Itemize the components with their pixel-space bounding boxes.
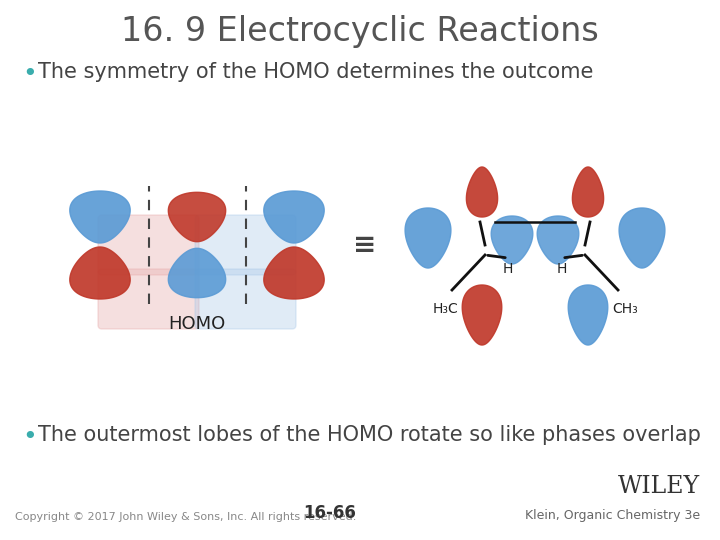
Text: The symmetry of the HOMO determines the outcome: The symmetry of the HOMO determines the … xyxy=(38,62,593,82)
Text: 16. 9 Electrocyclic Reactions: 16. 9 Electrocyclic Reactions xyxy=(121,15,599,48)
Polygon shape xyxy=(70,247,130,299)
Text: H₃C: H₃C xyxy=(432,302,458,316)
Polygon shape xyxy=(491,216,533,264)
Polygon shape xyxy=(568,285,608,345)
FancyBboxPatch shape xyxy=(195,215,296,275)
Polygon shape xyxy=(619,208,665,268)
Text: WILEY: WILEY xyxy=(618,475,700,498)
FancyBboxPatch shape xyxy=(98,269,199,329)
Text: •: • xyxy=(22,425,37,449)
Polygon shape xyxy=(405,208,451,268)
Text: H: H xyxy=(557,262,567,276)
Text: ≡: ≡ xyxy=(354,231,377,259)
Polygon shape xyxy=(264,191,324,243)
Polygon shape xyxy=(168,192,225,242)
Polygon shape xyxy=(264,247,324,299)
Polygon shape xyxy=(462,285,502,345)
FancyBboxPatch shape xyxy=(98,215,199,275)
Polygon shape xyxy=(70,191,130,243)
FancyBboxPatch shape xyxy=(195,269,296,329)
Polygon shape xyxy=(537,216,579,264)
Polygon shape xyxy=(168,248,225,298)
Text: HOMO: HOMO xyxy=(168,315,225,333)
Text: 16-66: 16-66 xyxy=(304,504,356,522)
Text: CH₃: CH₃ xyxy=(612,302,638,316)
Text: •: • xyxy=(22,62,37,86)
Text: The outermost lobes of the HOMO rotate so like phases overlap: The outermost lobes of the HOMO rotate s… xyxy=(38,425,701,445)
Polygon shape xyxy=(572,167,603,217)
Polygon shape xyxy=(467,167,498,217)
Text: Klein, Organic Chemistry 3e: Klein, Organic Chemistry 3e xyxy=(525,509,700,522)
Text: H: H xyxy=(503,262,513,276)
Text: Copyright © 2017 John Wiley & Sons, Inc. All rights reserved.: Copyright © 2017 John Wiley & Sons, Inc.… xyxy=(15,512,356,522)
